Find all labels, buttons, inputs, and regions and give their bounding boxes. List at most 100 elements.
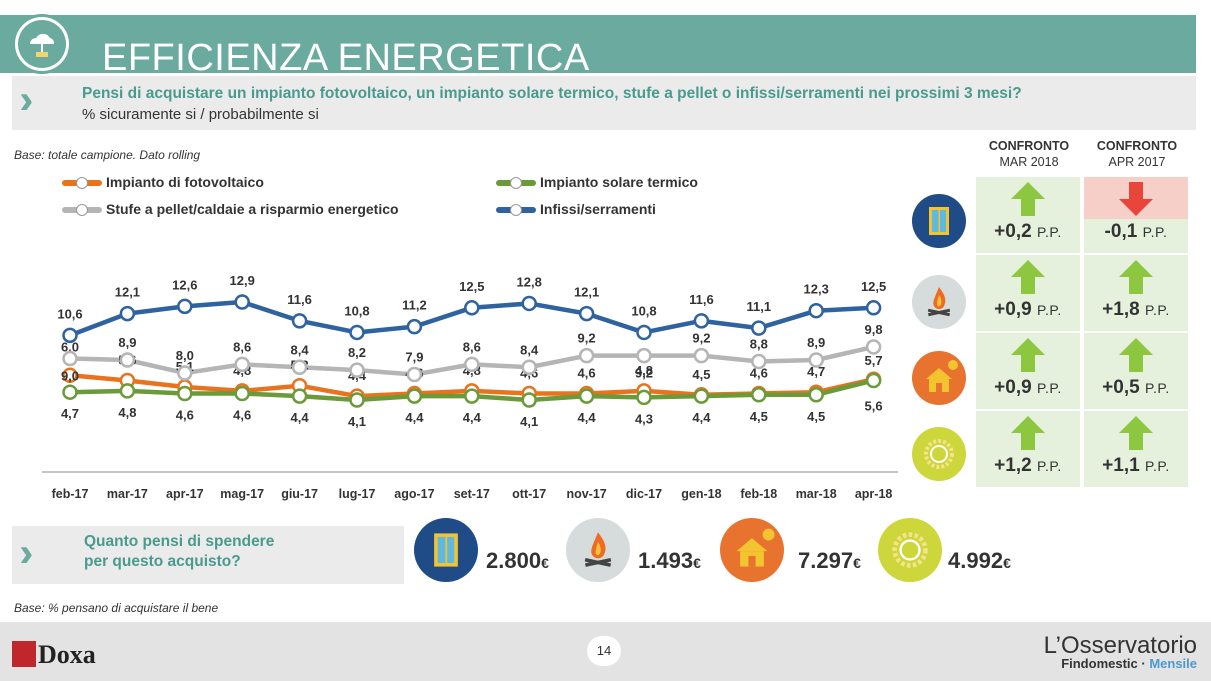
- data-label: 4,4: [692, 410, 711, 425]
- comparison-value: -0,1 P.P.: [1104, 221, 1168, 242]
- data-point: [636, 389, 652, 406]
- data-label: 9,0: [61, 369, 79, 384]
- fire-icon: [566, 518, 630, 582]
- x-tick-label: ott-17: [512, 487, 546, 501]
- arrow-up-icon: [1011, 416, 1045, 450]
- data-point: [578, 347, 595, 364]
- x-tick-label: feb-17: [52, 487, 89, 501]
- data-label: 12,6: [172, 277, 197, 292]
- data-point: [62, 384, 78, 400]
- data-point: [521, 392, 537, 408]
- data-point: [578, 388, 595, 404]
- currency-symbol: €: [541, 555, 549, 571]
- data-point: [119, 305, 136, 322]
- question-bar: ›› Pensi di acquistare un impianto fotov…: [12, 76, 1196, 130]
- data-label: 4,7: [61, 406, 79, 421]
- comparison-value: +1,8 P.P.: [1102, 299, 1170, 320]
- osservatorio-sub2: Mensile: [1149, 656, 1197, 671]
- arrow-up-icon: [1011, 260, 1045, 294]
- data-point: [808, 352, 824, 368]
- arrow-up-icon: [1119, 260, 1153, 294]
- legend-swatch: [62, 204, 102, 216]
- comparison-value: +1,2 P.P.: [994, 455, 1062, 476]
- data-label: 8,6: [463, 339, 481, 354]
- x-tick-label: apr-17: [166, 487, 204, 501]
- house-sun-icon: [720, 518, 784, 582]
- line-chart: feb-17 mar-17 apr-17 mag-17 giu-17 lug-17 ago-…: [42, 273, 898, 501]
- legend-label: Impianto di fotovoltaico: [106, 174, 264, 190]
- data-label: 4,6: [578, 366, 596, 381]
- x-tick-label: set-17: [454, 487, 490, 501]
- comparison-header-title: CONFRONTO: [988, 139, 1070, 153]
- comparison-cell: -0,1 P.P.: [1084, 177, 1188, 253]
- data-label: 8,0: [176, 348, 194, 363]
- comparison-value: +0,2 P.P.: [994, 221, 1062, 242]
- spend-value-infissi: 2.800€: [486, 548, 549, 574]
- data-point: [62, 350, 78, 367]
- data-label: 5,7: [865, 353, 883, 368]
- data-point: [234, 294, 250, 310]
- base-note: Base: totale campione. Dato rolling: [14, 148, 201, 162]
- doxa-logo: Doxa: [12, 640, 96, 670]
- comparison-header-apr: CONFRONTO APR 2017: [1084, 138, 1190, 170]
- comparison-header-sub: MAR 2018: [999, 155, 1059, 169]
- osservatorio-subtitle: Findomestic · Mensile: [1061, 656, 1197, 671]
- data-label: 4,1: [520, 414, 538, 429]
- data-point: [751, 320, 767, 336]
- data-label: 10,6: [57, 306, 82, 321]
- data-label: 6,0: [61, 339, 79, 354]
- data-label: 4,4: [405, 410, 424, 425]
- data-label: 4,5: [750, 409, 768, 424]
- comparison-header-mar: CONFRONTO MAR 2018: [976, 138, 1082, 170]
- arrow-up-icon: [1011, 338, 1045, 372]
- spend-bar: ›› Quanto pensi di spendere per questo a…: [12, 526, 404, 584]
- comparison-value: +0,5 P.P.: [1102, 377, 1170, 398]
- data-label: 9,8: [865, 322, 883, 337]
- data-point: [578, 305, 595, 322]
- data-label: 5,6: [865, 399, 883, 414]
- spend-question: Quanto pensi di spendere per questo acqu…: [84, 532, 274, 572]
- legend-swatch: [62, 177, 102, 189]
- data-label: 8,4: [520, 342, 539, 357]
- arrow-up-icon: [1011, 182, 1045, 216]
- data-point: [349, 324, 365, 341]
- comparison-value: +1,1 P.P.: [1102, 455, 1170, 476]
- data-label: 4,7: [807, 364, 825, 379]
- arrow-up-icon: [1119, 338, 1153, 372]
- data-point: [521, 359, 537, 375]
- data-point: [406, 366, 423, 383]
- spend-value: 4.992: [948, 548, 1004, 573]
- data-label: 4,6: [233, 408, 251, 423]
- data-label: 8,9: [807, 335, 825, 350]
- data-label: 12,1: [574, 285, 599, 300]
- header-bar: EFFICIENZA ENERGETICA: [0, 15, 1196, 79]
- fire-icon: [912, 275, 966, 329]
- x-tick-label: lug-17: [339, 487, 376, 501]
- data-label: 4,4: [578, 410, 597, 425]
- data-label: 9,2: [692, 331, 710, 346]
- house-sun-icon: [912, 351, 966, 405]
- osservatorio-sub1: Findomestic ·: [1061, 656, 1150, 671]
- data-point: [349, 362, 365, 378]
- data-label: 8,6: [233, 339, 251, 354]
- spend-question-line1: Quanto pensi di spendere: [84, 533, 275, 550]
- data-label: 4,4: [291, 410, 310, 425]
- data-point: [119, 383, 136, 399]
- data-point: [521, 295, 537, 312]
- data-point: [406, 388, 423, 404]
- x-tick-label: ago-17: [394, 487, 434, 501]
- arrow-down-icon: [1119, 182, 1153, 216]
- sun-icon: [878, 518, 942, 582]
- x-tick-label: dic-17: [626, 487, 662, 501]
- cloud-icon: [12, 14, 72, 74]
- doxa-logo-text: Doxa: [38, 640, 96, 669]
- data-label: 7,9: [405, 350, 423, 365]
- spend-value-stufe: 1.493€: [638, 548, 701, 574]
- data-label: 4,6: [176, 408, 194, 423]
- comparison-cell: +0,9 P.P.: [976, 255, 1080, 331]
- currency-symbol: €: [1003, 555, 1011, 571]
- data-point: [464, 388, 480, 404]
- comparison-value: +0,9 P.P.: [994, 377, 1062, 398]
- x-tick-label: giu-17: [281, 487, 318, 501]
- x-tick-label: mar-18: [796, 487, 837, 501]
